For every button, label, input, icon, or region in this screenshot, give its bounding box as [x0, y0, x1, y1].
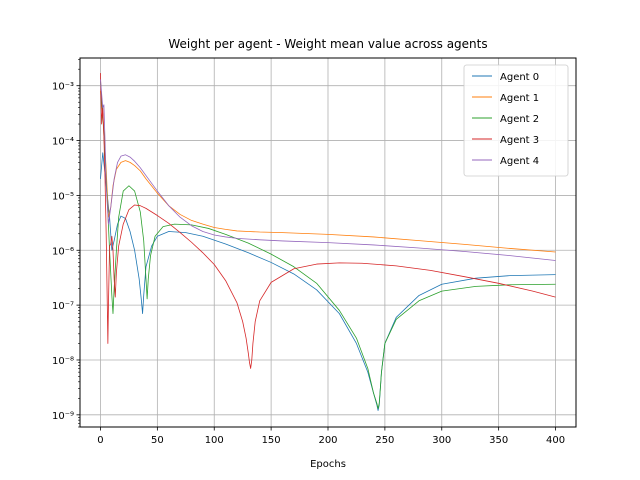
x-tick-label: 400: [546, 435, 565, 446]
x-tick-label: 50: [151, 435, 164, 446]
series-line-agent-2: [100, 81, 556, 409]
y-tick-label: 10⁻⁹: [52, 411, 74, 422]
y-tick-label: 10⁻⁸: [52, 356, 74, 367]
legend-box: [463, 64, 569, 177]
y-tick-label: 10⁻⁵: [52, 191, 74, 202]
series-line-agent-3: [100, 73, 556, 369]
legend-label: Agent 3: [500, 135, 539, 146]
y-tick-label: 10⁻³: [52, 82, 74, 93]
x-tick-label: 350: [489, 435, 508, 446]
legend: Agent 0 Agent 1 Agent 2 Agent 3 Agent 4: [463, 64, 569, 177]
x-axis: 0 50 100 150 200 250 300 350 400: [97, 427, 565, 446]
chart-title: Weight per agent - Weight mean value acr…: [168, 37, 487, 51]
x-tick-label: 100: [205, 435, 224, 446]
x-tick-label: 250: [375, 435, 394, 446]
y-tick-label: 10⁻⁷: [52, 301, 74, 312]
series-layer: [100, 73, 556, 411]
x-tick-label: 150: [262, 435, 281, 446]
x-axis-label: Epochs: [310, 459, 346, 470]
y-tick-label: 10⁻⁶: [52, 246, 74, 257]
x-tick-label: 200: [318, 435, 337, 446]
legend-label: Agent 1: [500, 93, 539, 104]
y-tick-label: 10⁻⁴: [52, 137, 74, 148]
y-axis: 10⁻⁹ 10⁻⁸ 10⁻⁷ 10⁻⁶ 10⁻⁵ 10⁻⁴ 10⁻³: [52, 59, 80, 428]
legend-label: Agent 4: [500, 156, 539, 167]
x-tick-label: 300: [432, 435, 451, 446]
legend-label: Agent 2: [500, 114, 539, 125]
series-line-agent-4: [100, 79, 556, 261]
x-tick-label: 0: [97, 435, 103, 446]
legend-label: Agent 0: [500, 72, 539, 83]
